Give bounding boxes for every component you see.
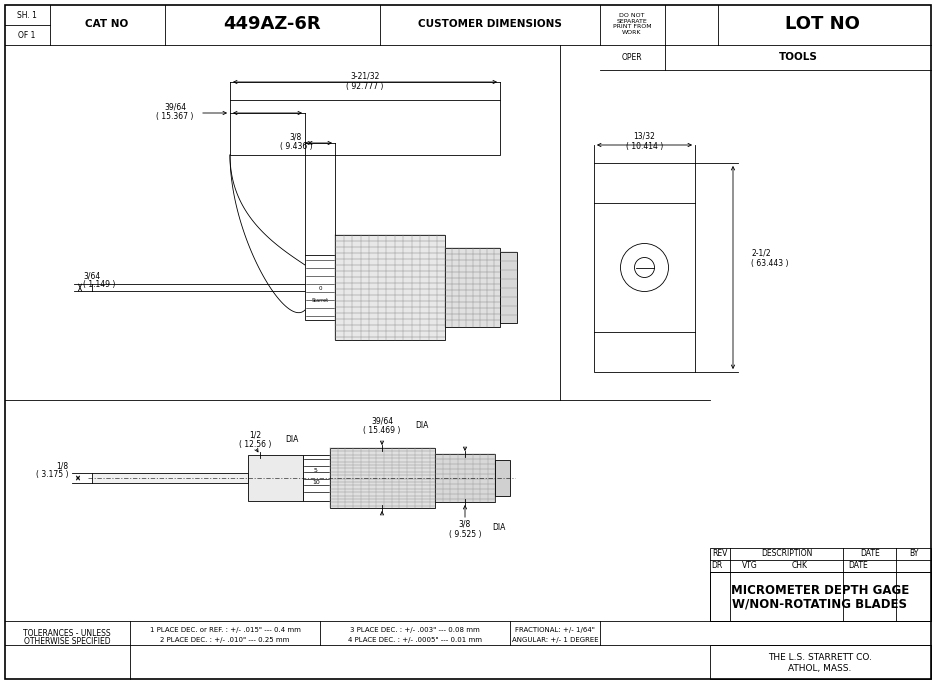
Bar xyxy=(594,163,695,372)
Text: THE L.S. STARRETT CO.: THE L.S. STARRETT CO. xyxy=(768,653,872,661)
Bar xyxy=(335,235,445,340)
Text: 1/8: 1/8 xyxy=(56,462,68,471)
Text: ( 9.525 ): ( 9.525 ) xyxy=(448,529,481,538)
Text: CUSTOMER DIMENSIONS: CUSTOMER DIMENSIONS xyxy=(418,19,562,29)
Text: ANGULAR: +/- 1 DEGREE: ANGULAR: +/- 1 DEGREE xyxy=(512,637,598,643)
Bar xyxy=(500,252,517,323)
Text: REV: REV xyxy=(712,549,727,559)
Text: SH. 1: SH. 1 xyxy=(17,12,37,21)
Text: DIA: DIA xyxy=(415,421,429,430)
Text: MICROMETER DEPTH GAGE: MICROMETER DEPTH GAGE xyxy=(731,585,909,598)
Text: ( 1.149 ): ( 1.149 ) xyxy=(83,280,115,289)
Text: DIA: DIA xyxy=(492,523,505,533)
Text: LOT NO: LOT NO xyxy=(784,15,859,33)
Text: VTG: VTG xyxy=(742,562,758,570)
Text: 4 PLACE DEC. : +/- .0005" --- 0.01 mm: 4 PLACE DEC. : +/- .0005" --- 0.01 mm xyxy=(348,637,482,643)
Text: 3/8: 3/8 xyxy=(459,520,471,529)
Bar xyxy=(710,572,931,621)
Text: 1/2: 1/2 xyxy=(249,430,261,440)
Text: BY: BY xyxy=(909,549,919,559)
Text: TOOLS: TOOLS xyxy=(779,52,817,62)
Text: ( 15.367 ): ( 15.367 ) xyxy=(156,111,194,120)
Text: ( 15.469 ): ( 15.469 ) xyxy=(363,427,401,436)
Text: Starret: Starret xyxy=(312,298,329,302)
Text: ( 12.56 ): ( 12.56 ) xyxy=(239,440,271,449)
Text: OTHERWISE SPECIFIED: OTHERWISE SPECIFIED xyxy=(23,637,110,646)
Text: DR: DR xyxy=(711,562,723,570)
Text: TOLERANCES - UNLESS: TOLERANCES - UNLESS xyxy=(23,629,110,637)
Text: W/NON-ROTATING BLADES: W/NON-ROTATING BLADES xyxy=(733,598,908,611)
Text: 1 PLACE DEC. or REF. : +/- .015" --- 0.4 mm: 1 PLACE DEC. or REF. : +/- .015" --- 0.4… xyxy=(150,627,300,633)
Text: DESCRIPTION: DESCRIPTION xyxy=(761,549,812,559)
Text: ( 10.414 ): ( 10.414 ) xyxy=(626,142,663,151)
Bar xyxy=(305,255,335,320)
Text: DIA: DIA xyxy=(285,434,299,443)
Text: 39/64: 39/64 xyxy=(164,103,186,111)
Text: ( 9.436 ): ( 9.436 ) xyxy=(280,142,313,151)
Text: ( 3.175 ): ( 3.175 ) xyxy=(36,471,68,479)
Text: DATE: DATE xyxy=(848,562,868,570)
Text: 10: 10 xyxy=(312,480,320,486)
Text: 3/64: 3/64 xyxy=(83,272,100,280)
Text: 5: 5 xyxy=(314,469,318,473)
Text: 3-21/32: 3-21/32 xyxy=(350,72,380,81)
Bar xyxy=(710,645,931,679)
Text: OPER: OPER xyxy=(622,53,642,62)
Text: ATHOL, MASS.: ATHOL, MASS. xyxy=(788,663,852,672)
Bar xyxy=(248,455,303,501)
Text: ( 63.443 ): ( 63.443 ) xyxy=(751,259,788,268)
Bar xyxy=(435,454,495,502)
Bar xyxy=(330,448,435,508)
Text: 13/32: 13/32 xyxy=(634,131,655,140)
Text: 3 PLACE DEC. : +/- .003" --- 0.08 mm: 3 PLACE DEC. : +/- .003" --- 0.08 mm xyxy=(350,627,480,633)
Text: 0: 0 xyxy=(318,285,322,291)
Text: CHK: CHK xyxy=(792,562,808,570)
Text: CAT NO: CAT NO xyxy=(85,19,128,29)
Bar xyxy=(92,473,248,483)
Text: DATE: DATE xyxy=(860,549,880,559)
Text: 2 PLACE DEC. : +/- .010" --- 0.25 mm: 2 PLACE DEC. : +/- .010" --- 0.25 mm xyxy=(160,637,289,643)
Text: DO NOT
SEPARATE
PRINT FROM
WORK: DO NOT SEPARATE PRINT FROM WORK xyxy=(613,13,651,35)
Bar xyxy=(303,455,330,501)
Text: OF 1: OF 1 xyxy=(19,31,36,40)
Text: 39/64: 39/64 xyxy=(371,417,393,425)
Bar xyxy=(230,100,500,155)
Bar xyxy=(710,548,931,621)
Text: FRACTIONAL: +/- 1/64": FRACTIONAL: +/- 1/64" xyxy=(515,627,595,633)
Text: 3/8: 3/8 xyxy=(290,133,302,142)
Text: 2-1/2: 2-1/2 xyxy=(751,248,770,257)
Bar xyxy=(445,248,500,327)
Text: 449AZ-6R: 449AZ-6R xyxy=(223,15,321,33)
Bar xyxy=(495,460,510,496)
Text: ( 92.777 ): ( 92.777 ) xyxy=(346,81,384,90)
